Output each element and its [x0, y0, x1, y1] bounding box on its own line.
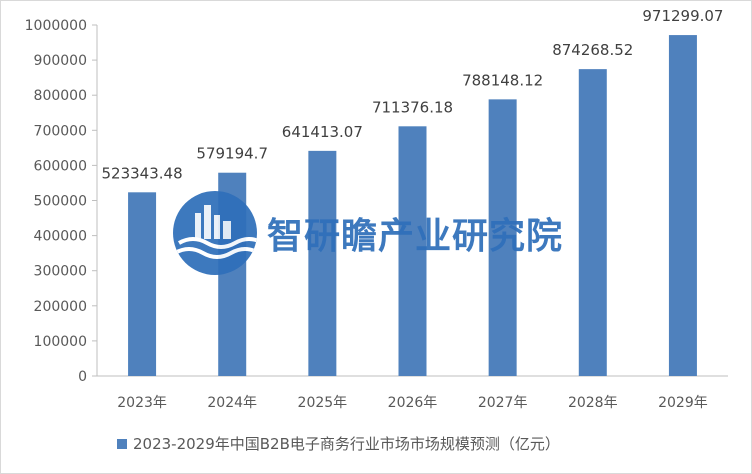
data-label: 788148.12 [462, 71, 543, 89]
watermark-text: 智研瞻产业研究院 [267, 216, 564, 257]
legend: 2023-2029年中国B2B电子商务行业市场市场规模预测（亿元） [117, 433, 560, 454]
y-tick-label: 100000 [34, 334, 87, 350]
y-tick-label: 600000 [34, 158, 87, 174]
bar [398, 126, 427, 376]
data-label: 971299.07 [642, 7, 723, 25]
data-label: 711376.18 [372, 98, 453, 116]
y-tick-label: 1000000 [25, 18, 87, 34]
x-tick-label: 2024年 [207, 395, 257, 411]
watermark: 智研瞻产业研究院 [173, 191, 563, 275]
y-tick-label: 200000 [34, 299, 87, 315]
data-label: 641413.07 [282, 123, 363, 141]
bar [488, 99, 517, 376]
bar [668, 35, 697, 376]
x-tick-label: 2028年 [568, 395, 618, 411]
x-tick-label: 2023年 [117, 395, 167, 411]
bar [308, 150, 337, 376]
bar [128, 192, 157, 376]
x-tick-label: 2029年 [658, 395, 708, 411]
y-tick-label: 400000 [34, 229, 87, 245]
data-label: 523343.48 [102, 164, 183, 182]
legend-label: 2023-2029年中国B2B电子商务行业市场市场规模预测（亿元） [133, 435, 560, 453]
y-tick-label: 800000 [34, 88, 87, 104]
bar [578, 69, 607, 377]
x-tick-label: 2025年 [298, 395, 348, 411]
x-tick-label: 2026年 [388, 395, 438, 411]
legend-swatch [117, 438, 127, 449]
data-label: 579194.7 [196, 145, 268, 163]
y-tick-label: 0 [78, 369, 87, 385]
x-tick-label: 2027年 [478, 395, 528, 411]
watermark-logo-icon [173, 191, 257, 275]
bar-chart: 0 100000 200000 300000 400000 500000 600000 700… [25, 7, 728, 411]
y-tick-label: 500000 [34, 194, 87, 210]
y-tick-label: 900000 [34, 53, 87, 69]
y-tick-label: 300000 [34, 264, 87, 280]
data-label: 874268.52 [552, 41, 633, 59]
y-tick-label: 700000 [34, 123, 87, 139]
